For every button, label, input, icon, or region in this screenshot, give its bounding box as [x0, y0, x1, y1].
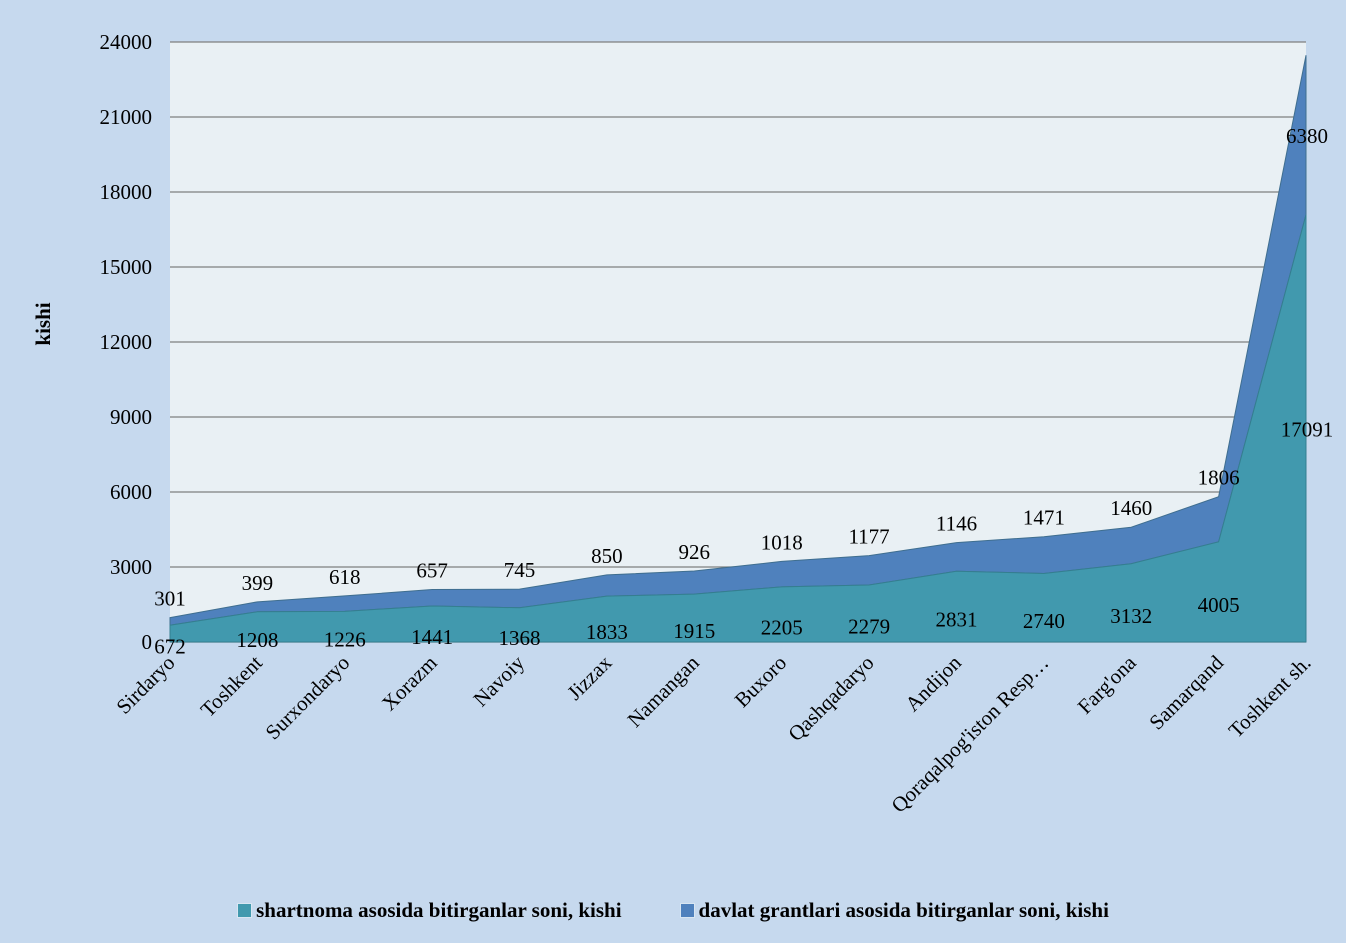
data-label-davlat: 745 — [504, 558, 536, 582]
legend-label: davlat grantlari asosida bitirganlar son… — [698, 898, 1109, 922]
data-label-davlat: 850 — [591, 544, 623, 568]
legend-label: shartnoma asosida bitirganlar soni, kish… — [256, 898, 622, 922]
y-axis-ticks: 0 3000 6000 9000 12000 15000 18000 21000 24000 — [100, 30, 153, 654]
data-label-davlat: 301 — [154, 587, 186, 611]
x-tick-label: Xorazm — [377, 651, 442, 716]
legend-swatch — [237, 903, 253, 918]
x-tick-label: Toshkent sh. — [1224, 651, 1316, 743]
data-label-davlat: 1177 — [848, 525, 889, 549]
y-tick-label: 15000 — [100, 255, 153, 279]
y-axis-label: kishi — [31, 302, 55, 345]
data-label-shartnoma: 672 — [154, 635, 186, 659]
y-tick-label: 3000 — [110, 555, 152, 579]
data-label-davlat: 6380 — [1286, 124, 1328, 148]
data-label-shartnoma: 4005 — [1198, 593, 1240, 617]
x-tick-label: Buxoro — [730, 651, 792, 713]
y-tick-label: 12000 — [100, 330, 153, 354]
y-tick-label: 6000 — [110, 480, 152, 504]
x-tick-label: Navoiy — [468, 650, 529, 711]
data-label-davlat: 399 — [242, 571, 274, 595]
data-label-davlat: 1146 — [936, 512, 977, 536]
y-tick-label: 0 — [142, 630, 153, 654]
data-label-davlat: 657 — [416, 559, 448, 583]
data-label-davlat: 1018 — [761, 530, 803, 554]
data-label-shartnoma: 2205 — [761, 615, 803, 639]
data-label-davlat: 1806 — [1198, 466, 1240, 490]
legend-item-shartnoma: shartnoma asosida bitirganlar soni, kish… — [237, 898, 622, 923]
x-tick-label: Surxondaryo — [261, 651, 355, 745]
data-label-shartnoma: 1915 — [673, 619, 715, 643]
data-label-shartnoma: 3132 — [1110, 604, 1152, 628]
data-label-shartnoma: 1208 — [236, 628, 278, 652]
y-tick-label: 9000 — [110, 405, 152, 429]
x-tick-label: Toshkent — [196, 650, 267, 721]
series-area-shartnoma — [169, 214, 1307, 643]
y-tick-label: 24000 — [100, 30, 153, 54]
data-label-shartnoma: 1226 — [324, 628, 366, 652]
x-tick-label: Farg'ona — [1073, 650, 1142, 719]
data-label-shartnoma: 1441 — [411, 625, 453, 649]
legend-item-davlat: davlat grantlari asosida bitirganlar son… — [679, 898, 1109, 923]
data-label-davlat: 926 — [679, 540, 711, 564]
data-label-shartnoma: 17091 — [1281, 417, 1334, 441]
x-tick-label: Jizzax — [562, 650, 616, 704]
x-tick-label: Sirdaryo — [111, 651, 179, 719]
legend-swatch — [679, 903, 695, 918]
data-labels: 672 301 1208 399 1226 618 1441 657 1368 745 1833 85… — [154, 124, 1333, 659]
data-label-davlat: 1460 — [1110, 496, 1152, 520]
x-tick-label: Namangan — [623, 650, 705, 732]
data-label-davlat: 1471 — [1023, 506, 1065, 530]
data-label-davlat: 618 — [329, 565, 361, 589]
data-label-shartnoma: 2831 — [935, 608, 977, 632]
data-label-shartnoma: 2279 — [848, 615, 890, 639]
legend: shartnoma asosida bitirganlar soni, kish… — [0, 898, 1346, 923]
x-tick-label: Samarqand — [1144, 650, 1228, 734]
y-tick-label: 21000 — [100, 105, 153, 129]
data-label-shartnoma: 1833 — [586, 620, 628, 644]
data-label-shartnoma: 2740 — [1023, 609, 1065, 633]
y-tick-label: 18000 — [100, 180, 153, 204]
x-tick-label: Andijon — [900, 650, 966, 716]
series-areas — [169, 55, 1307, 643]
x-tick-label: Qashqadaryo — [783, 651, 878, 746]
data-label-shartnoma: 1368 — [499, 626, 541, 650]
x-tick-label: Qoraqalpog'iston Resp… — [886, 651, 1053, 818]
